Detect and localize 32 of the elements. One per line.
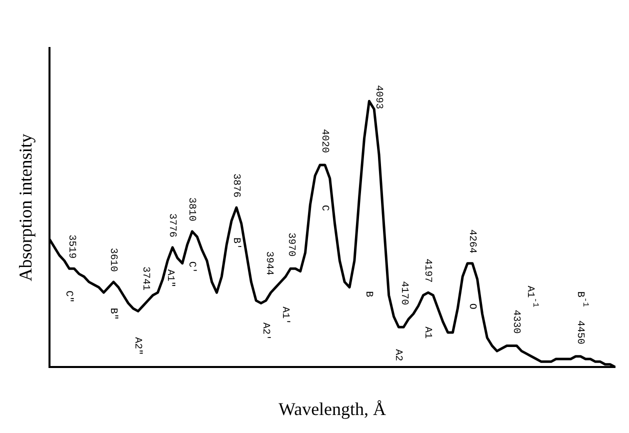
annotation: A2' <box>259 322 272 341</box>
annotation: A1" <box>164 269 176 288</box>
annotation: 3519 <box>66 234 77 259</box>
annotation: 3876 <box>230 173 241 198</box>
annotation: A2" <box>131 337 144 356</box>
annotation: C" <box>62 290 75 303</box>
annotation: B' <box>230 238 242 250</box>
annotation: A2 <box>392 349 404 362</box>
annotation: A1' <box>278 306 291 325</box>
annotation: 4330 <box>510 310 522 334</box>
annotation: C' <box>186 261 198 274</box>
annotation: A1 <box>422 326 433 339</box>
annotation: 4264 <box>466 229 477 254</box>
annotation: B-1 <box>574 291 590 308</box>
annotation: O <box>466 303 477 310</box>
annotation: 3776 <box>166 213 177 238</box>
annotation: 3970 <box>284 232 296 257</box>
annotation: 4170 <box>398 281 409 306</box>
annotation: 4450 <box>574 320 585 344</box>
annotation: 3810 <box>186 197 197 222</box>
annotation: B <box>362 291 374 298</box>
annotation: 3944 <box>263 251 274 276</box>
annotation: 4197 <box>422 258 433 283</box>
annotation: 3610 <box>106 248 118 272</box>
annotation: 3741 <box>139 266 150 291</box>
x-axis-title: Wavelength, Å <box>278 398 386 419</box>
y-axis-title: Absorption intensity <box>16 134 36 282</box>
annotation: 4093 <box>372 85 384 110</box>
annotation: 4020 <box>318 128 330 153</box>
annotation: A1-1 <box>524 286 540 308</box>
annotation: C <box>318 204 330 211</box>
annotation: B" <box>106 308 119 320</box>
